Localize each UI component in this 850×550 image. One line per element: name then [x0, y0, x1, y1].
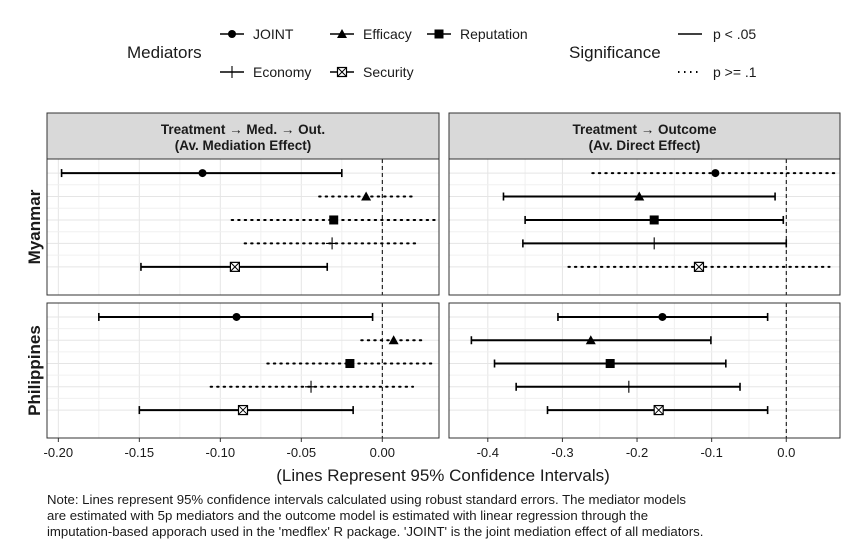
point-estimate-efficacy	[634, 191, 645, 201]
row-label-myanmar: Myanmar	[25, 189, 44, 264]
point-estimate-economy	[326, 237, 339, 250]
legend-item-reputation: Reputation	[427, 26, 528, 42]
point-estimate-security	[653, 404, 664, 416]
panel-philippines-2: -0.4 -0.3 -0.2 -0.1 0.0	[448, 302, 841, 460]
panel-border	[46, 158, 440, 296]
x-tick-label: -0.05	[286, 445, 316, 460]
legend-label: p >= .1	[713, 64, 757, 80]
legend-label: p < .05	[713, 26, 756, 42]
legend-label: Economy	[253, 64, 311, 80]
point-estimate-joint	[198, 169, 207, 178]
legend-label: Efficacy	[363, 26, 412, 42]
point-estimate-economy	[648, 237, 661, 250]
row-label-philippines: Philippines	[25, 325, 44, 416]
panel-myanmar-1	[46, 158, 440, 296]
panel-background	[47, 303, 439, 438]
point-estimate-joint	[658, 312, 667, 321]
point-estimate-efficacy	[361, 191, 372, 201]
triangle-marker-icon	[337, 29, 347, 38]
point-estimate-reputation	[605, 359, 615, 369]
facet-header-1: Treatment → Med. → Out.(Av. Mediation Ef…	[46, 112, 440, 160]
point-estimate-security	[237, 404, 249, 416]
point-estimate-joint	[232, 312, 241, 321]
facet-title-line1: Treatment → Med. → Out.	[161, 122, 325, 137]
panel-background	[449, 159, 840, 295]
significance-legend-title: Significance	[569, 43, 661, 62]
note: Note: Lines represent 95% confidence int…	[47, 492, 703, 539]
legend-item-efficacy: Efficacy	[330, 26, 412, 42]
x-tick-label: -0.15	[125, 445, 155, 460]
point-estimate-joint	[711, 169, 720, 178]
boxcross-marker-icon	[336, 66, 348, 78]
point-estimate-security	[693, 261, 705, 272]
facet-title-line2: (Av. Mediation Effect)	[175, 138, 312, 153]
panel-border	[448, 158, 841, 296]
x-tick-label: -0.10	[206, 445, 236, 460]
x-tick-label: -0.1	[700, 445, 722, 460]
point-estimate-reputation	[329, 215, 339, 225]
note-line: are estimated with 5p mediators and the …	[47, 508, 648, 523]
legend-label: Reputation	[460, 26, 528, 42]
x-tick-label: -0.4	[477, 445, 499, 460]
point-estimate-reputation	[649, 215, 659, 225]
legend-item-joint: JOINT	[220, 26, 294, 42]
legend-item-economy: Economy	[220, 64, 311, 80]
legend-label: Security	[363, 64, 414, 80]
legend-label: JOINT	[253, 26, 294, 42]
facet-panels: Treatment → Med. → Out.(Av. Mediation Ef…	[25, 112, 841, 460]
facet-strip	[46, 112, 440, 160]
panel-border	[448, 302, 841, 439]
legend-item-security: Security	[330, 64, 414, 80]
facet-title-line2: (Av. Direct Effect)	[589, 138, 701, 153]
panel-background	[449, 303, 840, 438]
point-estimate-economy	[305, 380, 318, 393]
legend-item-dotted: p >= .1	[678, 64, 757, 80]
x-tick-label: -0.3	[551, 445, 573, 460]
point-estimate-efficacy	[585, 335, 596, 345]
point-estimate-reputation	[345, 359, 355, 369]
facet-title-line1: Treatment → Outcome	[572, 122, 717, 137]
legend-item-solid: p < .05	[678, 26, 756, 42]
note-line: Note: Lines represent 95% confidence int…	[47, 492, 686, 507]
plus-marker-icon	[226, 66, 238, 78]
panel-border	[46, 302, 440, 439]
panel-philippines-1: -0.20 -0.15 -0.10 -0.05 0.00	[44, 302, 440, 460]
x-axis-label: (Lines Represent 95% Confidence Interval…	[276, 466, 610, 485]
legend: Mediators JOINT Efficacy Reputation Economy S…	[127, 26, 757, 80]
x-tick-label: 0.0	[777, 445, 795, 460]
facet-header-2: Treatment → Outcome(Av. Direct Effect)	[448, 112, 841, 160]
point-estimate-economy	[622, 380, 635, 393]
point-estimate-security	[229, 261, 241, 272]
x-tick-label: 0.00	[370, 445, 395, 460]
panel-myanmar-2	[448, 158, 841, 296]
x-tick-label: -0.20	[44, 445, 74, 460]
x-tick-label: -0.2	[626, 445, 648, 460]
point-estimate-efficacy	[388, 335, 399, 345]
mediators-legend-title: Mediators	[127, 43, 202, 62]
circle-marker-icon	[228, 30, 236, 38]
panel-background	[47, 159, 439, 295]
square-marker-icon	[434, 29, 444, 39]
note-line: imputation-based apporach used in the 'm…	[47, 524, 703, 539]
